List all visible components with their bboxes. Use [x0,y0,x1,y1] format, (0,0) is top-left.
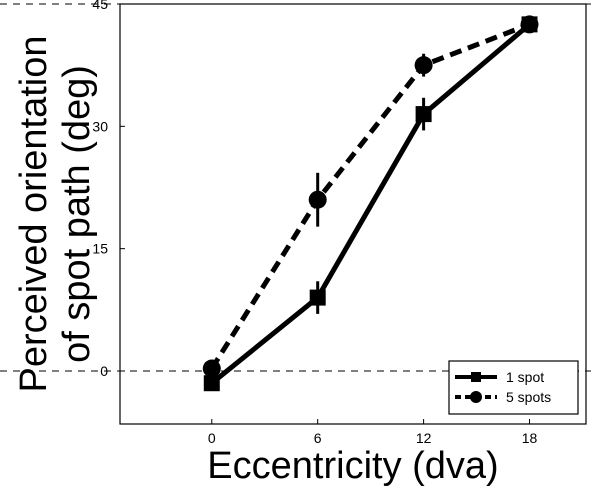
data-point-0-1 [309,289,326,306]
legend: 1 spot 5 spots [448,360,579,415]
data-point-1-1 [308,190,327,209]
legend-marker-1 [470,391,482,403]
plot-frame [119,3,587,425]
legend-label-0: 1 spot [506,369,544,385]
y-tick-label-0: 0 [100,363,108,379]
x-axis-title: Eccentricity (dva) [207,445,498,487]
series-line-1 [209,22,531,370]
x-tick-label-12: 12 [416,430,432,446]
y-tick-label-30: 30 [92,118,108,134]
series-line-0 [210,22,532,386]
data-point-0-0 [203,375,220,392]
legend-box [448,360,579,415]
y-axis-title: Perceived orientation of spot path (deg) [13,36,98,393]
data-point-1-2 [414,56,433,75]
series-layer [202,15,539,392]
y-tick-label-45: 45 [92,0,108,12]
y-axis-title-line-1: Perceived orientation [13,36,55,393]
data-point-1-3 [520,15,539,34]
x-tick-label-18: 18 [522,430,538,446]
series-5-spots [202,15,539,378]
y-tick-label-15: 15 [92,241,108,257]
y-axis-title-line-2: of spot path (deg) [56,65,98,363]
legend-item-1: 5 spots [455,389,551,405]
legend-marker-0 [471,372,481,382]
axis-ticks: 0 6 12 18 0 15 30 45 [92,0,537,446]
legend-label-1: 5 spots [506,389,551,405]
series-1-spot [203,16,538,392]
data-point-0-2 [415,106,432,123]
legend-item-0: 1 spot [455,369,544,385]
data-point-1-0 [202,359,221,378]
x-tick-label-0: 0 [208,430,216,446]
x-tick-label-6: 6 [314,430,322,446]
